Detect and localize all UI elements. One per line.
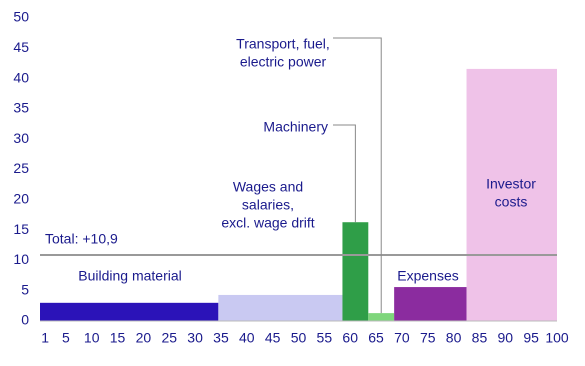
bar-label: excl. wage drift	[221, 215, 314, 231]
bar-label: Investor	[486, 176, 536, 192]
y-tick-label: 15	[13, 221, 29, 237]
x-tick-label: 70	[394, 330, 410, 346]
x-tick-label: 35	[213, 330, 229, 346]
x-tick-label: 85	[472, 330, 488, 346]
x-tick-label: 10	[84, 330, 100, 346]
y-tick-label: 20	[13, 191, 29, 207]
x-tick-label: 30	[187, 330, 203, 346]
bar-label: costs	[495, 194, 528, 210]
x-tick-label: 25	[161, 330, 177, 346]
bar	[342, 222, 369, 321]
x-tick-label: 15	[110, 330, 126, 346]
x-tick-label: 65	[368, 330, 384, 346]
x-tick-label: 100	[545, 330, 569, 346]
bar	[218, 294, 343, 321]
bar-label: electric power	[240, 54, 327, 70]
y-tick-label: 25	[13, 160, 29, 176]
x-tick-label: 90	[498, 330, 514, 346]
bar	[368, 313, 395, 321]
y-tick-label: 40	[13, 69, 29, 85]
x-tick-label: 75	[420, 330, 436, 346]
bar-label: Building material	[78, 268, 182, 284]
y-tick-label: 0	[21, 312, 29, 328]
x-tick-label: 50	[291, 330, 307, 346]
y-tick-label: 45	[13, 39, 29, 55]
y-tick-label: 50	[13, 9, 29, 25]
y-tick-label: 35	[13, 100, 29, 116]
bar-label: salaries,	[242, 197, 294, 213]
leader-line	[333, 37, 382, 314]
x-tick-label: 45	[265, 330, 281, 346]
x-tick-label: 80	[446, 330, 462, 346]
y-tick-label: 30	[13, 130, 29, 146]
total-label: Total: +10,9	[45, 231, 118, 247]
y-tick-label: 10	[13, 251, 29, 267]
x-tick-label: 60	[342, 330, 358, 346]
bar-label: Wages and	[233, 179, 303, 195]
bar	[466, 68, 557, 322]
x-tick-label: 95	[523, 330, 539, 346]
x-tick-label: 5	[62, 330, 70, 346]
x-tick-label: 40	[239, 330, 255, 346]
bar-label: Transport, fuel,	[236, 36, 330, 52]
x-tick-label: 55	[317, 330, 333, 346]
x-tick-label: 20	[136, 330, 152, 346]
y-tick-label: 5	[21, 281, 29, 297]
leader-line	[333, 124, 356, 223]
bar	[394, 287, 467, 321]
x-tick-label: 1	[41, 330, 49, 346]
bar	[40, 302, 219, 321]
bar-label: Machinery	[263, 119, 328, 135]
bar-label: Expenses	[397, 268, 458, 284]
